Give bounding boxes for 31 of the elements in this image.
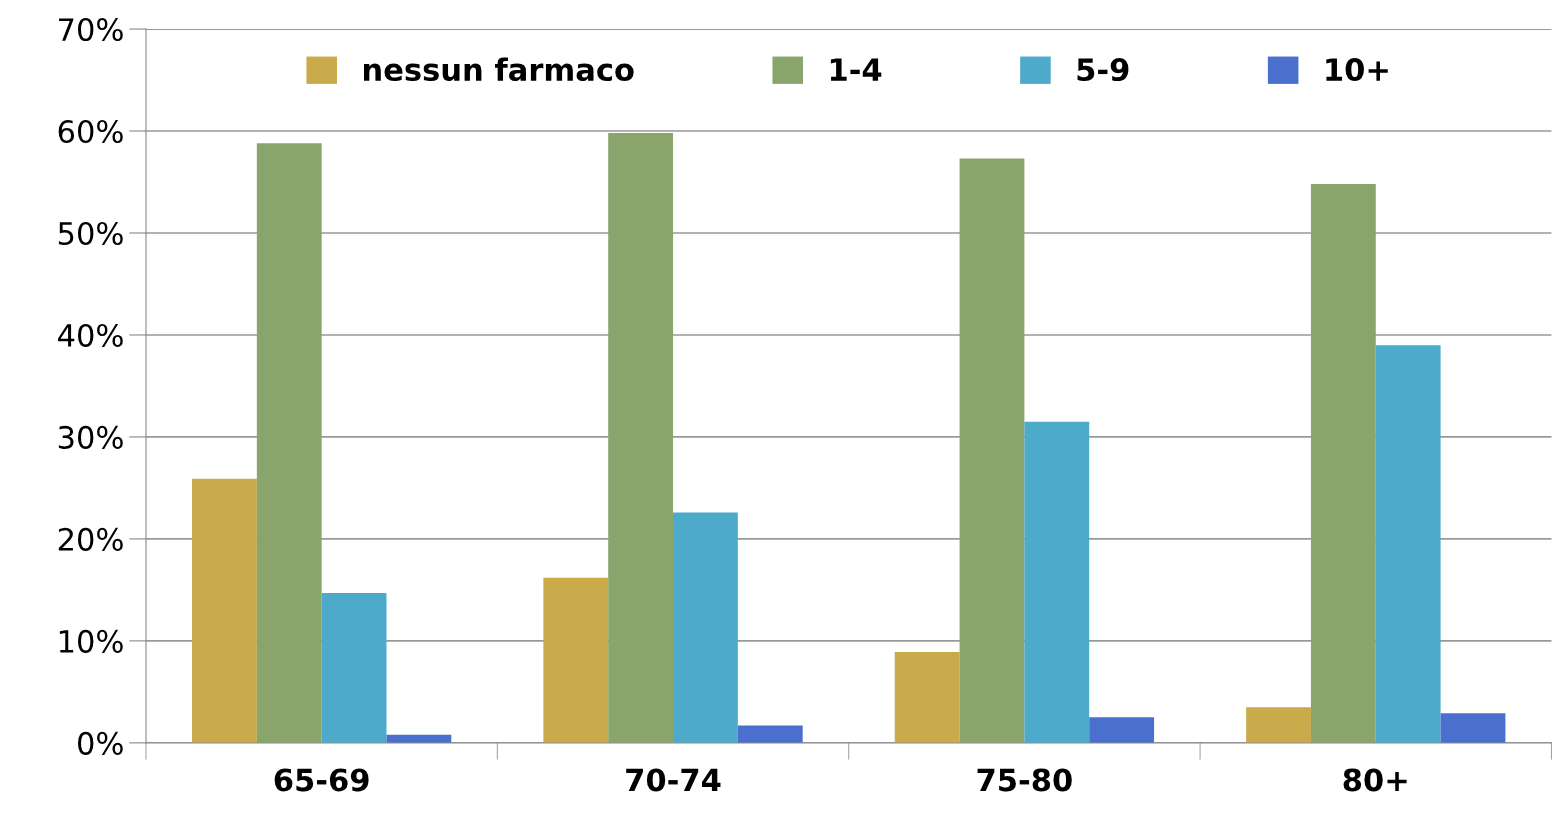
legend-label: 10+: [1326, 58, 1388, 82]
bar: [894, 652, 960, 743]
bar: [959, 158, 1025, 743]
x-tick-label: 75-80: [977, 768, 1072, 792]
y-tick-label: 30%: [58, 425, 123, 449]
bar: [1024, 421, 1090, 743]
bar: [1310, 184, 1376, 743]
bar: [1089, 717, 1155, 743]
legend-label: nessun farmaco: [364, 57, 634, 82]
bar: [192, 478, 257, 743]
bar: [1440, 713, 1506, 743]
bar: [321, 592, 387, 743]
bar: [543, 577, 609, 743]
y-tick-label: 40%: [58, 323, 123, 348]
legend-label: 1-4: [830, 58, 882, 81]
y-tick-label: 20%: [58, 527, 123, 551]
legend-label: 5-9: [1077, 58, 1129, 82]
bar: [1246, 707, 1311, 743]
bar: [737, 725, 803, 743]
y-tick-label: 60%: [58, 119, 123, 144]
x-tick-label: 70-74: [626, 768, 721, 792]
bar: [256, 143, 322, 743]
bar: [673, 512, 738, 743]
bar: [608, 133, 674, 743]
bar: [1375, 345, 1441, 743]
y-tick-label: 50%: [58, 221, 123, 246]
x-tick-label: 65-69: [274, 768, 369, 792]
y-tick-label: 70%: [59, 17, 123, 42]
y-tick-label: 10%: [59, 629, 123, 653]
y-tick-label: 0%: [78, 731, 123, 755]
x-tick-label: 80+: [1343, 768, 1407, 792]
